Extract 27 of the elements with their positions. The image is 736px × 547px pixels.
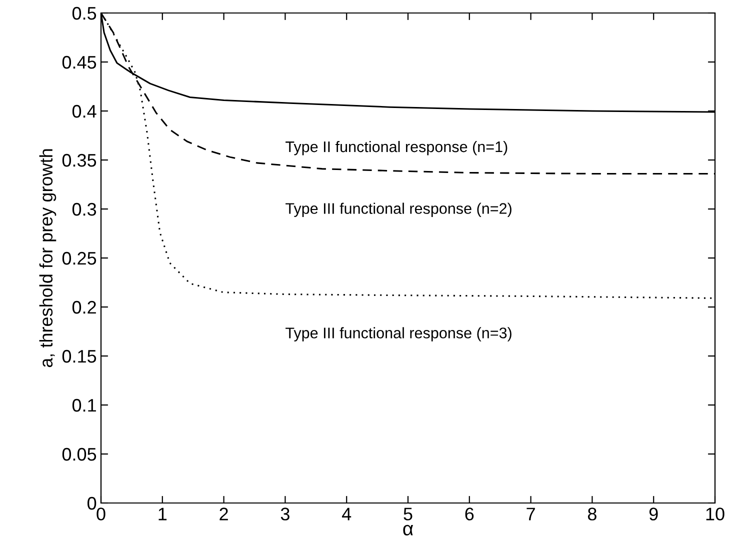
y-tick-label: 0.45: [62, 56, 96, 69]
x-tick-label: 3: [280, 508, 290, 520]
y-tick-label: 0.25: [62, 252, 96, 265]
y-tick-label: 0.4: [72, 104, 96, 118]
x-tick-label: 0: [96, 508, 106, 520]
x-tick-label: 7: [526, 508, 535, 520]
annotation: Type III functional response (n=2): [286, 202, 512, 217]
y-tick-label: 0.15: [62, 350, 96, 363]
annotation: Type II functional response (n=1): [286, 140, 508, 156]
y-tick-label: 0: [88, 496, 96, 510]
x-axis-title: α: [403, 524, 414, 536]
annotation: Type III functional response (n=3): [286, 327, 512, 342]
y-axis-title: a, threshold for prey growth: [39, 149, 56, 368]
x-tick-label: 1: [158, 508, 167, 520]
x-tick-label: 9: [649, 508, 658, 520]
x-tick-label: 6: [465, 508, 474, 520]
x-tick-label: 2: [220, 508, 228, 520]
y-tick-label: 0.1: [72, 398, 96, 412]
y-tick-label: 0.3: [72, 202, 96, 216]
x-tick-label: 4: [342, 508, 352, 520]
x-tick-label: 10: [706, 508, 724, 520]
y-tick-label: 0.5: [72, 6, 96, 20]
x-tick-label: 5: [404, 508, 412, 520]
y-tick-label: 0.2: [72, 300, 96, 314]
x-tick-label: 8: [588, 508, 596, 520]
y-tick-label: 0.05: [62, 448, 96, 461]
y-tick-label: 0.35: [62, 154, 96, 167]
